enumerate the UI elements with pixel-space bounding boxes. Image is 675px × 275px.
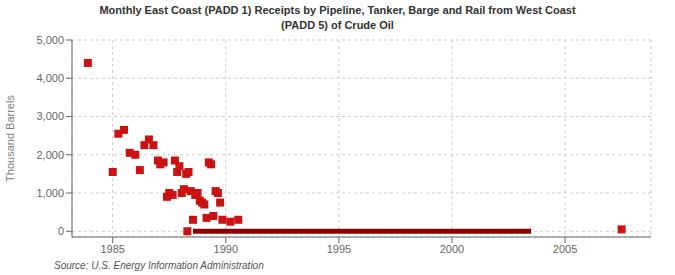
svg-text:5,000: 5,000 (36, 34, 64, 46)
html-text:Monthly East Coast (PADD 1) Re: Monthly East Coast (PADD 1) Receipts by … (99, 4, 576, 16)
svg-text:1990: 1990 (214, 243, 238, 255)
html-text:Source: U.S. Energy Informatio: Source: U.S. Energy Information Administ… (54, 260, 264, 271)
svg-text:4,000: 4,000 (36, 72, 64, 84)
svg-text:3,000: 3,000 (36, 110, 64, 122)
svg-text:2005: 2005 (553, 243, 577, 255)
svg-text:1985: 1985 (100, 243, 124, 255)
svg-text:2000: 2000 (440, 243, 464, 255)
svg-text:Thousand Barrels: Thousand Barrels (8, 95, 16, 182)
svg-text:0: 0 (58, 225, 64, 237)
svg-text:2,000: 2,000 (36, 149, 64, 161)
svg-text:1,000: 1,000 (36, 187, 64, 199)
html-text:(PADD 5) of Crude Oil: (PADD 5) of Crude Oil (281, 19, 394, 31)
svg-text:1995: 1995 (327, 243, 351, 255)
